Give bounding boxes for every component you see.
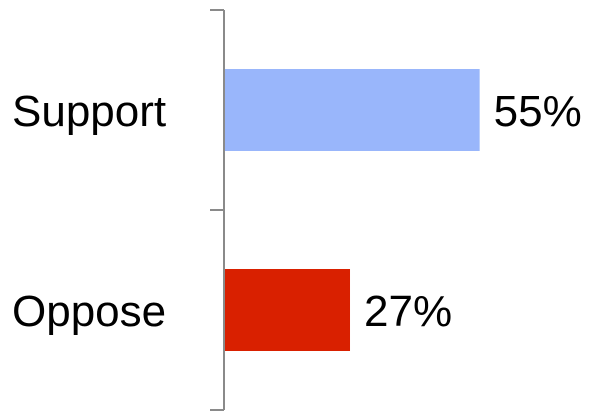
bar-support xyxy=(225,69,480,151)
axis-layer xyxy=(210,9,225,411)
category-label-oppose: Oppose xyxy=(12,287,166,336)
category-label-support: Support xyxy=(12,87,166,136)
label-layer: Support 55% Oppose 27% xyxy=(12,87,582,336)
value-label-oppose: 27% xyxy=(364,287,452,336)
value-label-support: 55% xyxy=(494,87,582,136)
bar-oppose xyxy=(225,269,351,351)
bar-layer xyxy=(225,69,480,351)
